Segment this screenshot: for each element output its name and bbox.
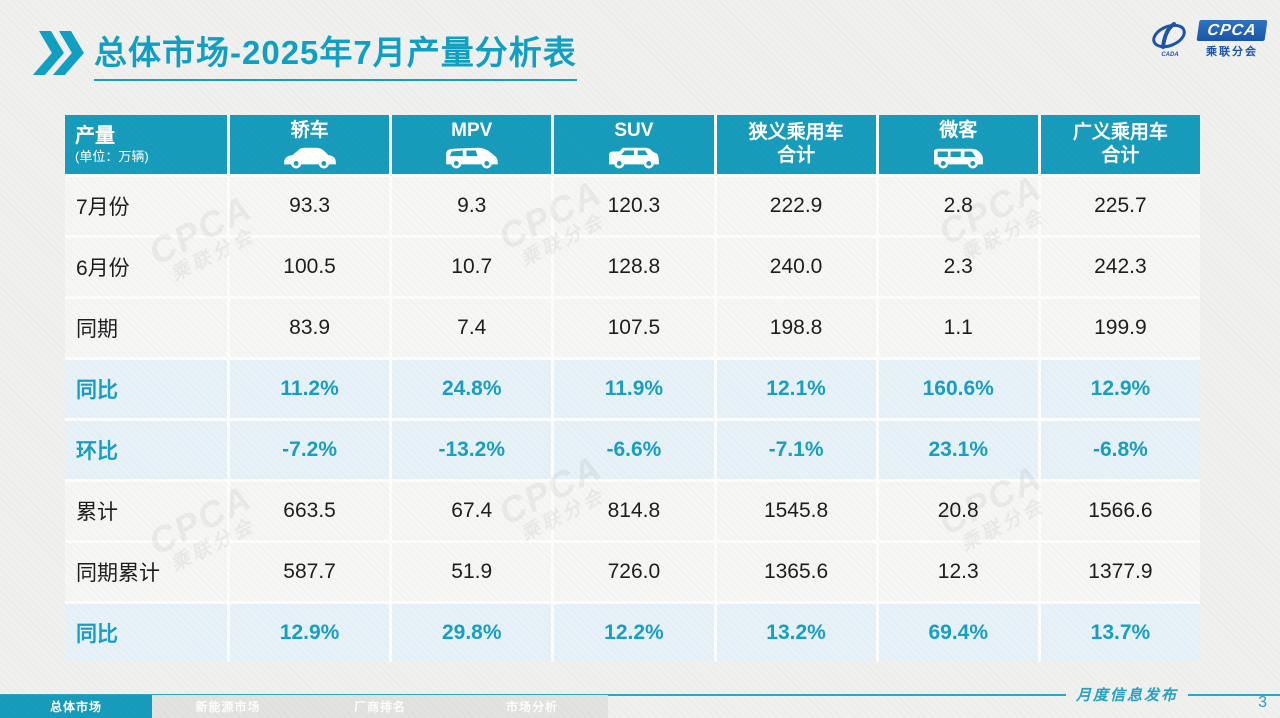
sedan-icon [283, 147, 336, 169]
data-cell: 29.8% [392, 604, 552, 662]
data-cell: 1365.6 [716, 543, 876, 601]
tab-overall-market[interactable]: 总体市场 [0, 695, 152, 718]
minibus-icon [934, 148, 984, 169]
data-cell: 222.9 [716, 177, 876, 235]
data-cell: 1545.8 [716, 482, 876, 540]
suv-icon [608, 147, 659, 169]
data-cell: -6.6% [554, 421, 714, 479]
page-title: 总体市场-2025年7月产量分析表 [94, 26, 577, 81]
column-header-minibus: 微客 [878, 115, 1038, 174]
data-cell: 13.2% [716, 604, 876, 662]
data-cell: 51.9 [392, 543, 552, 601]
data-cell: 726.0 [554, 543, 714, 601]
page-number: 3 [1258, 694, 1267, 711]
row-label: 7月份 [65, 177, 227, 235]
column-header-suv: SUV [554, 115, 714, 174]
data-cell: 1566.6 [1040, 482, 1200, 540]
data-cell: 20.8 [878, 482, 1038, 540]
data-cell: 83.9 [230, 299, 390, 357]
footer-divider: 月度信息发布 [0, 684, 1280, 705]
corner-label: 产量 [75, 125, 115, 148]
data-cell: 12.3 [878, 543, 1038, 601]
data-cell: 24.8% [392, 360, 552, 418]
section-tabs: 总体市场 新能源市场 厂商排名 市场分析 [0, 695, 608, 718]
data-cell: 2.3 [878, 238, 1038, 296]
data-cell: 12.1% [716, 360, 876, 418]
row-label: 同比 [65, 360, 227, 418]
column-header-broad-pv-total: 广义乘用车 合计 [1040, 115, 1200, 174]
tab-oem-ranking[interactable]: 厂商排名 [304, 695, 456, 718]
data-cell: 12.2% [554, 604, 714, 662]
data-cell: 2.8 [878, 177, 1038, 235]
row-label: 同比 [65, 604, 227, 662]
data-cell: 128.8 [554, 238, 714, 296]
data-cell: 11.9% [554, 360, 714, 418]
data-cell: 198.8 [716, 299, 876, 357]
data-cell: 587.7 [230, 543, 390, 601]
cpca-logo: CADA CPCA 乘联分会 [1149, 20, 1268, 59]
data-cell: -7.2% [230, 421, 390, 479]
data-cell: 1.1 [878, 299, 1038, 357]
row-label: 累计 [65, 482, 227, 540]
data-cell: 69.4% [878, 604, 1038, 662]
data-cell: 23.1% [878, 421, 1038, 479]
data-cell: -7.1% [716, 421, 876, 479]
corner-unit: (单位：万辆) [75, 148, 149, 164]
data-cell: 9.3 [392, 177, 552, 235]
data-cell: -13.2% [392, 421, 552, 479]
data-cell: 814.8 [554, 482, 714, 540]
data-cell: 240.0 [716, 238, 876, 296]
data-cell: 1377.9 [1040, 543, 1200, 601]
mpv-icon [445, 147, 498, 169]
data-cell: 107.5 [554, 299, 714, 357]
data-cell: 12.9% [230, 604, 390, 662]
data-cell: 11.2% [230, 360, 390, 418]
logo-name: CPCA [1196, 20, 1268, 41]
data-cell: 93.3 [230, 177, 390, 235]
logo-subtitle: 乘联分会 [1206, 46, 1258, 58]
row-label: 环比 [65, 421, 227, 479]
data-cell: 100.5 [230, 238, 390, 296]
row-label: 6月份 [65, 238, 227, 296]
column-header-sedan: 轿车 [230, 115, 390, 174]
table-corner-header: 产量 (单位：万辆) [65, 115, 227, 174]
production-analysis-table: 产量 (单位：万辆) 轿车 MPV SUV 狭义乘用车 合计 微客 [65, 115, 1200, 662]
tab-market-analysis[interactable]: 市场分析 [456, 695, 608, 718]
footer-note: 月度信息发布 [1075, 688, 1178, 704]
data-cell: 225.7 [1040, 177, 1200, 235]
data-cell: 199.9 [1040, 299, 1200, 357]
data-cell: 120.3 [554, 177, 714, 235]
cpca-emblem-icon: CADA [1152, 21, 1186, 58]
data-cell: 160.6% [878, 360, 1038, 418]
data-cell: 12.9% [1040, 360, 1200, 418]
data-cell: 7.4 [392, 299, 552, 357]
data-cell: 67.4 [392, 482, 552, 540]
emblem-caption: CADA [1161, 52, 1178, 58]
row-label: 同期累计 [65, 543, 227, 601]
column-header-narrow-pv-total: 狭义乘用车 合计 [716, 115, 876, 174]
data-cell: 10.7 [392, 238, 552, 296]
double-chevron-icon [32, 31, 85, 80]
data-cell: 242.3 [1040, 238, 1200, 296]
data-cell: 13.7% [1040, 604, 1200, 662]
data-cell: -6.8% [1040, 421, 1200, 479]
row-label: 同期 [65, 299, 227, 357]
column-header-mpv: MPV [392, 115, 552, 174]
tab-nev-market[interactable]: 新能源市场 [152, 695, 304, 718]
data-cell: 663.5 [230, 482, 390, 540]
